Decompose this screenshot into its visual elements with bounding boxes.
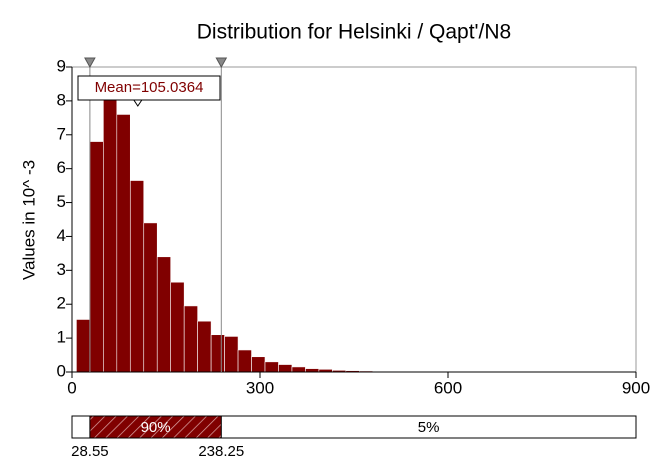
bar [197,320,212,373]
bar [210,334,225,373]
mean-box [77,75,221,101]
y-tick-label: 8 [57,90,66,109]
bar [116,114,131,373]
bar [103,93,118,373]
y-tick-label: 7 [57,124,66,143]
bar [224,336,239,373]
y-tick-label: 9 [57,56,66,75]
bar [251,356,266,373]
y-tick-label: 3 [57,260,66,279]
delimiter-handle [215,57,228,69]
mean-label: Mean=105.0364 [95,79,204,96]
x-tick-label: 900 [622,378,650,397]
x-tick-label: 300 [246,378,274,397]
delimiter-label: 28.55 [71,443,109,460]
y-tick-label: 5 [57,192,66,211]
x-tick-label: 600 [434,378,462,397]
bar [305,368,320,373]
mean-marker [132,99,143,107]
bar [156,256,172,373]
x-tick-label: 0 [67,378,76,397]
band-percent: 90% [141,419,171,436]
delimiter-label: 238.25 [198,443,244,460]
y-tick-label: 6 [57,158,66,177]
bar [183,305,198,373]
bar [291,366,306,373]
bar [278,364,293,373]
bar [264,361,279,373]
chart-title: Distribution for Helsinki / Qapt'/N8 [197,21,511,44]
y-tick-label: 1 [57,328,66,347]
delimiter-handle [84,57,96,69]
y-tick-label: 0 [57,361,66,380]
y-axis-label: Values in 10^ -3 [19,160,38,280]
y-tick-label: 2 [57,294,66,313]
middle-band [89,415,222,439]
band-percent: 5% [418,419,440,436]
bar [170,281,185,373]
bar [76,319,91,373]
bar [143,222,158,373]
bar [89,141,104,373]
bar [237,349,252,373]
bar [129,180,145,373]
y-tick-label: 4 [57,226,66,245]
